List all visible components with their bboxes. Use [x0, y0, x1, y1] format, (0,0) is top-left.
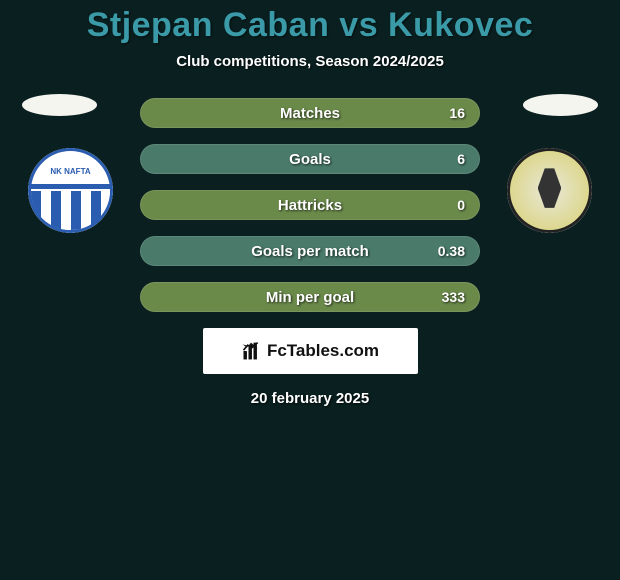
stat-row-min-per-goal: Min per goal 333: [140, 282, 480, 312]
stat-label: Matches: [141, 99, 479, 127]
stat-row-goals-per-match: Goals per match 0.38: [140, 236, 480, 266]
stats-list: Matches 16 Goals 6 Hattricks 0 Goals per…: [140, 98, 480, 312]
club-left-label: NK NAFTA: [31, 167, 110, 176]
nafta-badge-icon: NK NAFTA: [28, 148, 113, 233]
stat-row-hattricks: Hattricks 0: [140, 190, 480, 220]
stat-value-right: 333: [442, 283, 465, 311]
stat-value-right: 0.38: [438, 237, 465, 265]
club-logo-right: [507, 148, 592, 233]
stat-label: Goals: [141, 145, 479, 173]
stat-row-matches: Matches 16: [140, 98, 480, 128]
club-logo-left: NK NAFTA: [28, 148, 113, 233]
comparison-area: NK NAFTA Matches 16 Goals 6 Hattricks 0 …: [0, 98, 620, 407]
subtitle: Club competitions, Season 2024/2025: [0, 53, 620, 70]
stat-value-right: 6: [457, 145, 465, 173]
radomlje-badge-icon: [507, 148, 592, 233]
player-right-photo-placeholder: [523, 94, 598, 116]
date-label: 20 february 2025: [0, 390, 620, 407]
branding-text: FcTables.com: [267, 341, 379, 361]
stat-label: Hattricks: [141, 191, 479, 219]
stat-value-right: 16: [449, 99, 465, 127]
stat-value-right: 0: [457, 191, 465, 219]
page-title: Stjepan Caban vs Kukovec: [0, 0, 620, 45]
stat-row-goals: Goals 6: [140, 144, 480, 174]
branding-badge[interactable]: FcTables.com: [203, 328, 418, 374]
stat-label: Goals per match: [141, 237, 479, 265]
player-left-photo-placeholder: [22, 94, 97, 116]
stat-label: Min per goal: [141, 283, 479, 311]
bars-chart-icon: [241, 341, 261, 361]
